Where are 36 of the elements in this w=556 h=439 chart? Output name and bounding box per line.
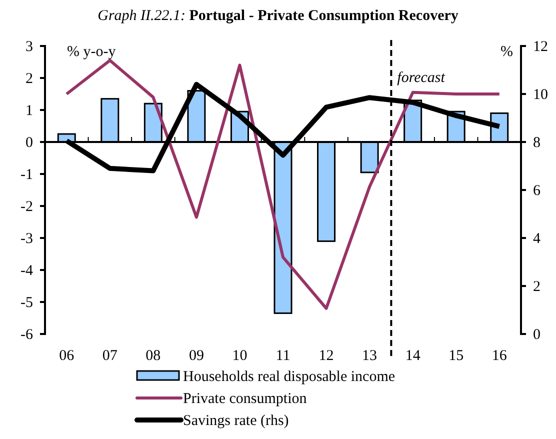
- y-axis-title: % y-o-y: [67, 44, 116, 60]
- y2-tick-label: 8: [533, 134, 540, 151]
- y-tick-label: -5: [20, 294, 33, 311]
- chart-title: Graph II.22.1: Portugal - Private Consumption Recovery: [98, 8, 459, 24]
- line-series: [65, 58, 501, 310]
- y-tick-label: -2: [20, 198, 33, 215]
- legend-label: Savings rate (rhs): [183, 413, 289, 429]
- x-tick-label: 09: [188, 348, 204, 364]
- x-tick-label: 10: [232, 348, 248, 364]
- y-tick-label: 2: [26, 70, 33, 87]
- y-tick-label: -3: [20, 230, 33, 247]
- ref-line-label: forecast: [397, 70, 446, 86]
- x-tick-label: 15: [448, 348, 464, 364]
- y-tick-label: -6: [20, 326, 34, 343]
- x-tick-label: 14: [405, 348, 421, 364]
- x-tick-label: 12: [318, 348, 334, 364]
- x-tick-label: 16: [492, 348, 508, 364]
- y2-tick-label: 4: [533, 230, 541, 247]
- y2-tick-label: 2: [533, 278, 540, 295]
- legend-label: Households real disposable income: [183, 369, 396, 385]
- x-tick-label: 11: [276, 348, 290, 364]
- y-tick-label: -1: [20, 166, 33, 183]
- legend-label: Private consumption: [183, 391, 308, 407]
- x-tick-label: 13: [362, 348, 378, 364]
- y2-tick-label: 10: [533, 86, 548, 103]
- y2-tick-label: 6: [533, 182, 541, 199]
- y-tick-label: 3: [26, 38, 33, 55]
- y-tick-label: 0: [26, 134, 33, 151]
- y2-tick-label: 0: [533, 326, 540, 343]
- x-tick-label: 08: [146, 348, 161, 364]
- y-tick-label: -4: [20, 262, 34, 279]
- y2-tick-label: 12: [533, 38, 548, 55]
- x-tick-label: 06: [59, 348, 75, 364]
- y-tick-label: 1: [26, 102, 33, 119]
- x-tick-label: 07: [102, 348, 118, 364]
- y2-axis-title: %: [500, 44, 513, 60]
